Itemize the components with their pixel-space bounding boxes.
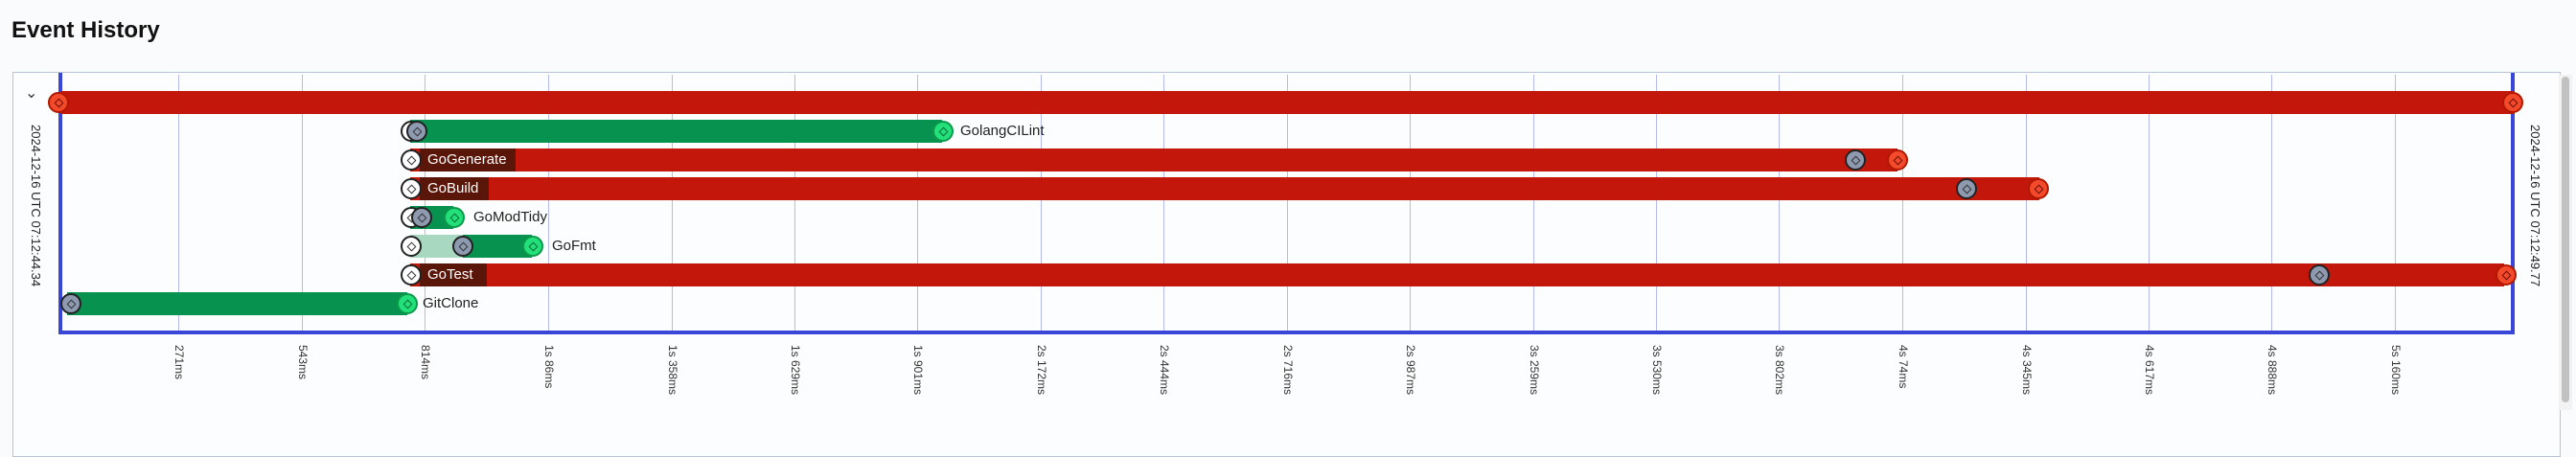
tick-label: 2s 987ms: [1404, 345, 1417, 396]
task-bar-golangcilint[interactable]: [410, 120, 942, 143]
diamond-icon[interactable]: [932, 121, 954, 142]
tick-label: 1s 629ms: [789, 345, 802, 396]
tick-label: 4s 617ms: [2143, 345, 2156, 396]
diamond-icon[interactable]: [401, 149, 422, 171]
tick-label: 4s 888ms: [2266, 345, 2279, 396]
diamond-icon[interactable]: [522, 236, 543, 257]
diamond-icon[interactable]: [401, 236, 422, 257]
diamond-icon[interactable]: [1845, 149, 1866, 171]
diamond-icon[interactable]: [397, 293, 418, 314]
grid-line: [794, 75, 795, 332]
diamond-icon[interactable]: [2309, 264, 2330, 286]
grid-line: [2395, 75, 2396, 332]
chevron-down-icon[interactable]: ⌄: [25, 85, 38, 102]
task-bar-gogenerate[interactable]: [410, 149, 1898, 171]
grid-line: [1410, 75, 1411, 332]
diamond-icon[interactable]: [2502, 92, 2523, 113]
grid-line: [672, 75, 673, 332]
tick-label: 2s 172ms: [1035, 345, 1048, 396]
pipeline-run-bar[interactable]: [60, 91, 2514, 114]
grid-line: [1779, 75, 1780, 332]
diamond-icon[interactable]: [401, 178, 422, 199]
diamond-icon[interactable]: [48, 92, 69, 113]
task-label-golangcilint[interactable]: GolangCILint: [960, 123, 1045, 139]
panel-footer: [12, 418, 2561, 457]
task-bar-gobuild[interactable]: [410, 177, 2039, 200]
start-timestamp: 2024-12-16 UTC 07:12:44.34: [29, 125, 43, 287]
timeline-frame: [58, 73, 2515, 334]
tick-label: 543ms: [296, 345, 310, 380]
grid-line: [548, 75, 549, 332]
task-label-gogenerate[interactable]: GoGenerate: [420, 149, 516, 171]
diamond-icon[interactable]: [2496, 264, 2517, 286]
diamond-icon[interactable]: [401, 264, 422, 286]
task-label-gobuild[interactable]: GoBuild: [420, 177, 489, 200]
diamond-icon[interactable]: [1887, 149, 1908, 171]
task-label-gitclone[interactable]: GitClone: [423, 295, 479, 311]
tick-label: 5s 160ms: [2389, 345, 2403, 396]
grid-line: [1656, 75, 1657, 332]
diamond-icon[interactable]: [411, 207, 432, 228]
diamond-icon[interactable]: [60, 293, 81, 314]
grid-line: [425, 75, 426, 332]
tick-label: 1s 358ms: [666, 345, 679, 396]
tick-label: 4s 74ms: [1897, 345, 1910, 389]
grid-line: [178, 75, 179, 332]
task-label-gofmt[interactable]: GoFmt: [552, 238, 596, 254]
tick-label: 4s 345ms: [2020, 345, 2034, 396]
task-bar-gitclone[interactable]: [67, 292, 407, 315]
tick-label: 271ms: [172, 345, 186, 380]
tick-label: 1s 86ms: [542, 345, 556, 389]
end-timestamp: 2024-12-16 UTC 07:12:49.77: [2528, 125, 2542, 287]
diamond-icon[interactable]: [406, 121, 427, 142]
grid-line: [1902, 75, 1903, 332]
grid-line: [1041, 75, 1042, 332]
grid-line: [2026, 75, 2027, 332]
diamond-icon[interactable]: [1956, 178, 1977, 199]
grid-line: [1163, 75, 1164, 332]
tick-label: 3s 802ms: [1773, 345, 1786, 396]
tick-label: 814ms: [419, 345, 432, 380]
tick-label: 2s 444ms: [1158, 345, 1171, 396]
diamond-icon[interactable]: [2028, 178, 2049, 199]
task-bar-gotest[interactable]: [410, 263, 2504, 286]
grid-line: [917, 75, 918, 332]
grid-line: [302, 75, 303, 332]
tick-label: 3s 530ms: [1650, 345, 1664, 396]
grid-line: [2149, 75, 2150, 332]
tick-label: 3s 259ms: [1528, 345, 1541, 396]
grid-line: [1287, 75, 1288, 332]
diamond-icon[interactable]: [444, 207, 465, 228]
task-bar-gofmt[interactable]: [463, 235, 532, 258]
diamond-icon[interactable]: [452, 236, 473, 257]
page-title: Event History: [12, 17, 160, 43]
task-label-gomodtidy[interactable]: GoModTidy: [473, 209, 547, 225]
tick-label: 2s 716ms: [1281, 345, 1295, 396]
grid-line: [1533, 75, 1534, 332]
tick-label: 1s 901ms: [911, 345, 925, 396]
grid-line: [2271, 75, 2272, 332]
scrollbar-thumb[interactable]: [2562, 77, 2569, 402]
task-label-gotest[interactable]: GoTest: [420, 263, 487, 286]
